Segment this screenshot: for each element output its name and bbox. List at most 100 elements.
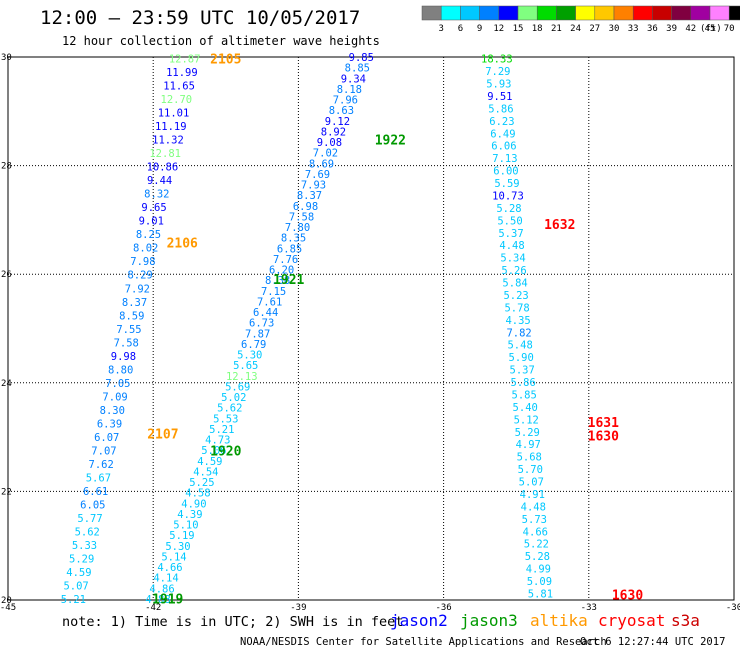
wave-height-label: 5.53 — [213, 413, 238, 425]
legend-entry: altika — [530, 611, 588, 630]
colorbar-swatch — [440, 5, 461, 21]
wave-height-label: 5.40 — [513, 402, 538, 414]
wave-height-label: 4.86 — [149, 583, 174, 595]
wave-height-label: 11.19 — [155, 121, 187, 133]
wave-height-label: 5.65 — [233, 360, 258, 372]
wave-height-label: 5.28 — [525, 551, 550, 563]
colorbar-tick-label: 21 — [551, 24, 562, 34]
wave-height-label: 9.01 — [139, 216, 164, 228]
colorbar-tick-label: 33 — [628, 24, 639, 34]
wave-height-label: 5.23 — [503, 290, 528, 302]
wave-height-label: 6.06 — [491, 141, 516, 153]
y-tick-label: 20 — [1, 596, 12, 606]
wave-height-label: 5.48 — [507, 340, 532, 352]
wave-height-label: 11.65 — [163, 81, 195, 93]
colorbar-swatch — [575, 5, 596, 21]
y-tick-label: 22 — [1, 487, 12, 497]
footer-note: note: 1) Time is in UTC; 2) SWH is in fe… — [62, 614, 403, 630]
wave-height-label: 7.29 — [485, 66, 510, 78]
wave-height-label: 9.44 — [147, 175, 172, 187]
wave-height-label: 4.73 — [205, 435, 230, 447]
wave-height-label: 5.86 — [488, 103, 513, 115]
wave-height-label: 5.84 — [502, 278, 527, 290]
pass-time-labels: 2105 1922 2106 1632 1921 1631 2107 1630 1920 1919… — [147, 53, 643, 608]
colorbar-swatch — [728, 5, 740, 21]
wave-height-label: 5.93 — [486, 79, 511, 91]
wave-height-label: 8.29 — [127, 270, 152, 282]
wave-height-label: 5.77 — [77, 513, 102, 525]
wave-height-label: 5.69 — [225, 381, 250, 393]
wave-height-label: 5.70 — [518, 464, 543, 476]
wave-height-label: 5.12 — [514, 414, 539, 426]
wave-height-label: 7.76 — [273, 254, 298, 266]
x-tick-label: -30 — [726, 603, 740, 613]
wave-height-label: 6.00 — [493, 166, 518, 178]
wave-height-label: 5.81 — [528, 588, 553, 600]
wave-height-label: 4.66 — [157, 562, 182, 574]
colorbar-tick-label: 6 — [458, 24, 463, 34]
wave-height-label: 6.61 — [83, 486, 108, 498]
wave-height-label: 5.10 — [173, 520, 198, 532]
x-tick-label: -45 — [0, 603, 16, 613]
wave-height-label: 6.39 — [97, 418, 122, 430]
wave-height-label: 11.32 — [152, 135, 184, 147]
wave-height-label: 6.05 — [80, 499, 105, 511]
footer-timestamp: Oct 6 12:27:44 UTC 2017 — [580, 636, 725, 648]
wave-height-label: 12.13 — [226, 371, 258, 383]
wave-height-label: 11.99 — [166, 67, 198, 79]
wave-height-label: 5.06 — [201, 445, 226, 457]
wave-height-label: 8.38 — [265, 275, 290, 287]
colorbar-swatch — [517, 5, 538, 21]
y-tick-label: 30 — [1, 53, 12, 63]
wave-height-label: 6.98 — [293, 201, 318, 213]
wave-height-label: 4.39 — [177, 509, 202, 521]
y-tick-label: 28 — [1, 162, 12, 172]
wave-height-label: 5.62 — [75, 526, 100, 538]
wave-height-label: 5.68 — [517, 452, 542, 464]
chart-title: 12:00 – 23:59 UTC 10/05/2017 — [40, 7, 360, 29]
wave-height-label: 7.61 — [257, 296, 282, 308]
legend-entry: jason2 — [390, 611, 448, 630]
wave-height-label: 7.82 — [506, 327, 531, 339]
wave-height-label: 6.85 — [277, 243, 302, 255]
colorbar-tick-label: 27 — [589, 24, 600, 34]
wave-height-label: 5.37 — [510, 365, 535, 377]
wave-height-label: 5.26 — [501, 265, 526, 277]
wave-height-label: 5.22 — [524, 539, 549, 551]
plot-frame — [7, 56, 735, 601]
pass-time-label: 1630 — [612, 589, 643, 604]
wave-height-label: 7.69 — [305, 169, 330, 181]
colorbar-swatch — [536, 5, 557, 21]
pass-time-label: 2107 — [147, 427, 178, 442]
wave-height-label: 5.21 — [61, 594, 86, 606]
wave-height-label: 5.67 — [86, 472, 111, 484]
colorbar-swatch — [652, 5, 672, 21]
wave-height-label: 6.79 — [241, 339, 266, 351]
wave-height-label: 4.91 — [520, 489, 545, 501]
x-tick-label: -42 — [145, 603, 161, 613]
wave-height-label: 5.29 — [69, 553, 94, 565]
colorbar-tick-label: 18 — [532, 24, 543, 34]
wave-height-label: 12.70 — [161, 94, 193, 106]
wave-height-label: 9.51 — [487, 91, 512, 103]
colorbar-tick-label: 24 — [570, 24, 581, 34]
wave-height-label: 5.86 — [511, 377, 536, 389]
wave-height-label: 5.25 — [189, 477, 214, 489]
wave-height-label: 8.63 — [329, 105, 354, 117]
colorbar-tick-label: 42 — [685, 24, 696, 34]
wave-height-label: 7.96 — [333, 95, 358, 107]
wave-height-label: 7.80 — [285, 222, 310, 234]
wave-height-label: 8.37 — [122, 297, 147, 309]
pass-time-label: 1920 — [210, 445, 241, 460]
wave-height-label: 4.97 — [516, 439, 541, 451]
wave-height-label: 5.33 — [72, 540, 97, 552]
x-tick-label: -39 — [290, 603, 306, 613]
colorbar-swatch — [594, 5, 615, 21]
wave-height-label: 6.49 — [490, 128, 515, 140]
wave-height-label: 11.01 — [158, 108, 190, 120]
wave-height-label: 5.37 — [498, 228, 523, 240]
wave-height-label: 7.55 — [116, 324, 141, 336]
wave-height-label: 7.87 — [245, 328, 270, 340]
colorbar-swatch — [632, 5, 653, 21]
colorbar-tick-label: 45 — [705, 24, 716, 34]
